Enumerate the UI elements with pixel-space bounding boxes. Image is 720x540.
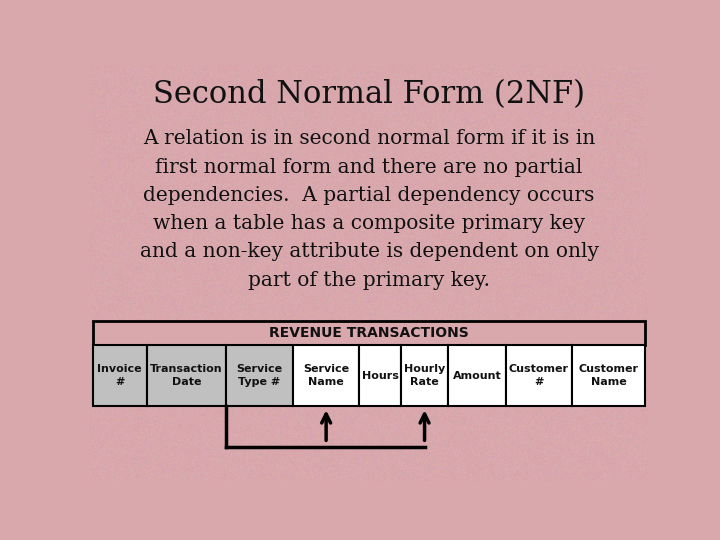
Bar: [93, 321, 645, 346]
Text: Customer
Name: Customer Name: [579, 364, 639, 387]
Bar: [505, 346, 572, 406]
Bar: [93, 346, 147, 406]
Text: dependencies.  A partial dependency occurs: dependencies. A partial dependency occur…: [143, 186, 595, 205]
Text: Hourly
Rate: Hourly Rate: [404, 364, 445, 387]
Text: Customer
#: Customer #: [509, 364, 569, 387]
Text: Second Normal Form (2NF): Second Normal Form (2NF): [153, 79, 585, 110]
Bar: [401, 346, 449, 406]
Text: Invoice
#: Invoice #: [97, 364, 142, 387]
Bar: [147, 346, 226, 406]
Text: Hours: Hours: [361, 370, 399, 381]
Text: REVENUE TRANSACTIONS: REVENUE TRANSACTIONS: [269, 326, 469, 340]
Text: part of the primary key.: part of the primary key.: [248, 271, 490, 289]
Text: first normal form and there are no partial: first normal form and there are no parti…: [156, 158, 582, 177]
Text: Service
Type #: Service Type #: [236, 364, 282, 387]
Text: Amount: Amount: [453, 370, 501, 381]
Bar: [226, 346, 293, 406]
Text: when a table has a composite primary key: when a table has a composite primary key: [153, 214, 585, 233]
Bar: [449, 346, 505, 406]
Text: Transaction
Date: Transaction Date: [150, 364, 222, 387]
Bar: [572, 346, 645, 406]
Text: and a non-key attribute is dependent on only: and a non-key attribute is dependent on …: [140, 242, 598, 261]
Text: A relation is in second normal form if it is in: A relation is in second normal form if i…: [143, 129, 595, 149]
Bar: [293, 346, 359, 406]
Bar: [359, 346, 401, 406]
Text: Service
Name: Service Name: [303, 364, 349, 387]
